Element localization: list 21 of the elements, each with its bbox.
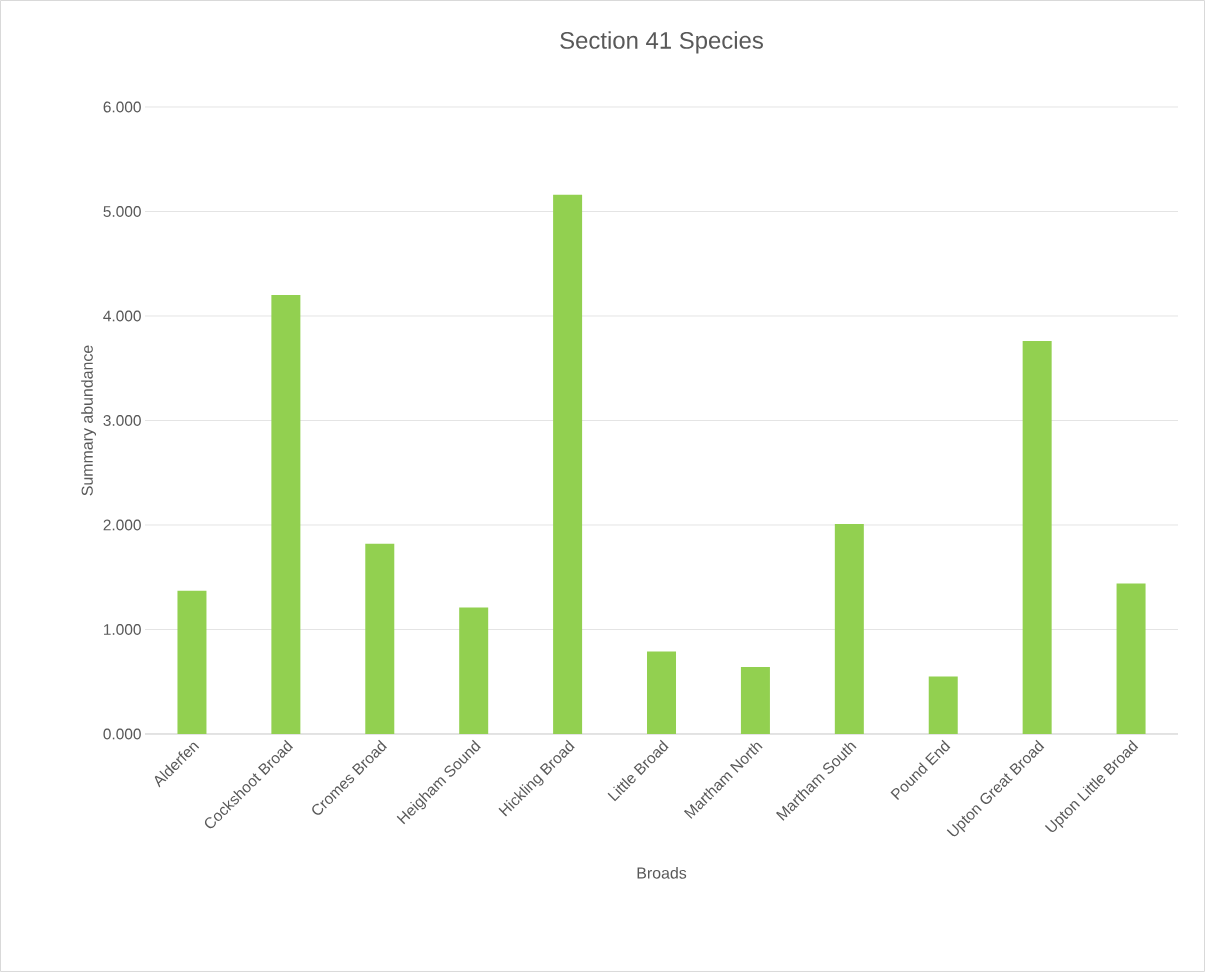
y-tick-label: 0.000: [103, 728, 141, 740]
y-tick-label: 1.000: [104, 624, 141, 635]
bar: [928, 676, 958, 734]
bar: [271, 295, 301, 734]
y-tick-label: 2.000: [103, 519, 141, 531]
bar: [553, 194, 583, 734]
chart-title: Section 41 Species: [560, 31, 763, 54]
y-tick-label: 4.000: [103, 310, 141, 322]
y-axis-title: Summary abundance: [81, 345, 97, 496]
y-tick-label: 5.000: [103, 206, 141, 217]
bar: [834, 523, 864, 734]
bar: [1022, 341, 1052, 734]
bar: [177, 590, 207, 734]
y-tick-label: 3.000: [103, 415, 141, 426]
y-tick-label: 6.000: [103, 101, 141, 113]
x-axis-title: Broads: [637, 867, 687, 879]
bar: [647, 651, 677, 734]
bar: [365, 543, 395, 734]
bar: [459, 607, 489, 734]
bar: [1116, 583, 1146, 734]
bar: [740, 667, 770, 734]
